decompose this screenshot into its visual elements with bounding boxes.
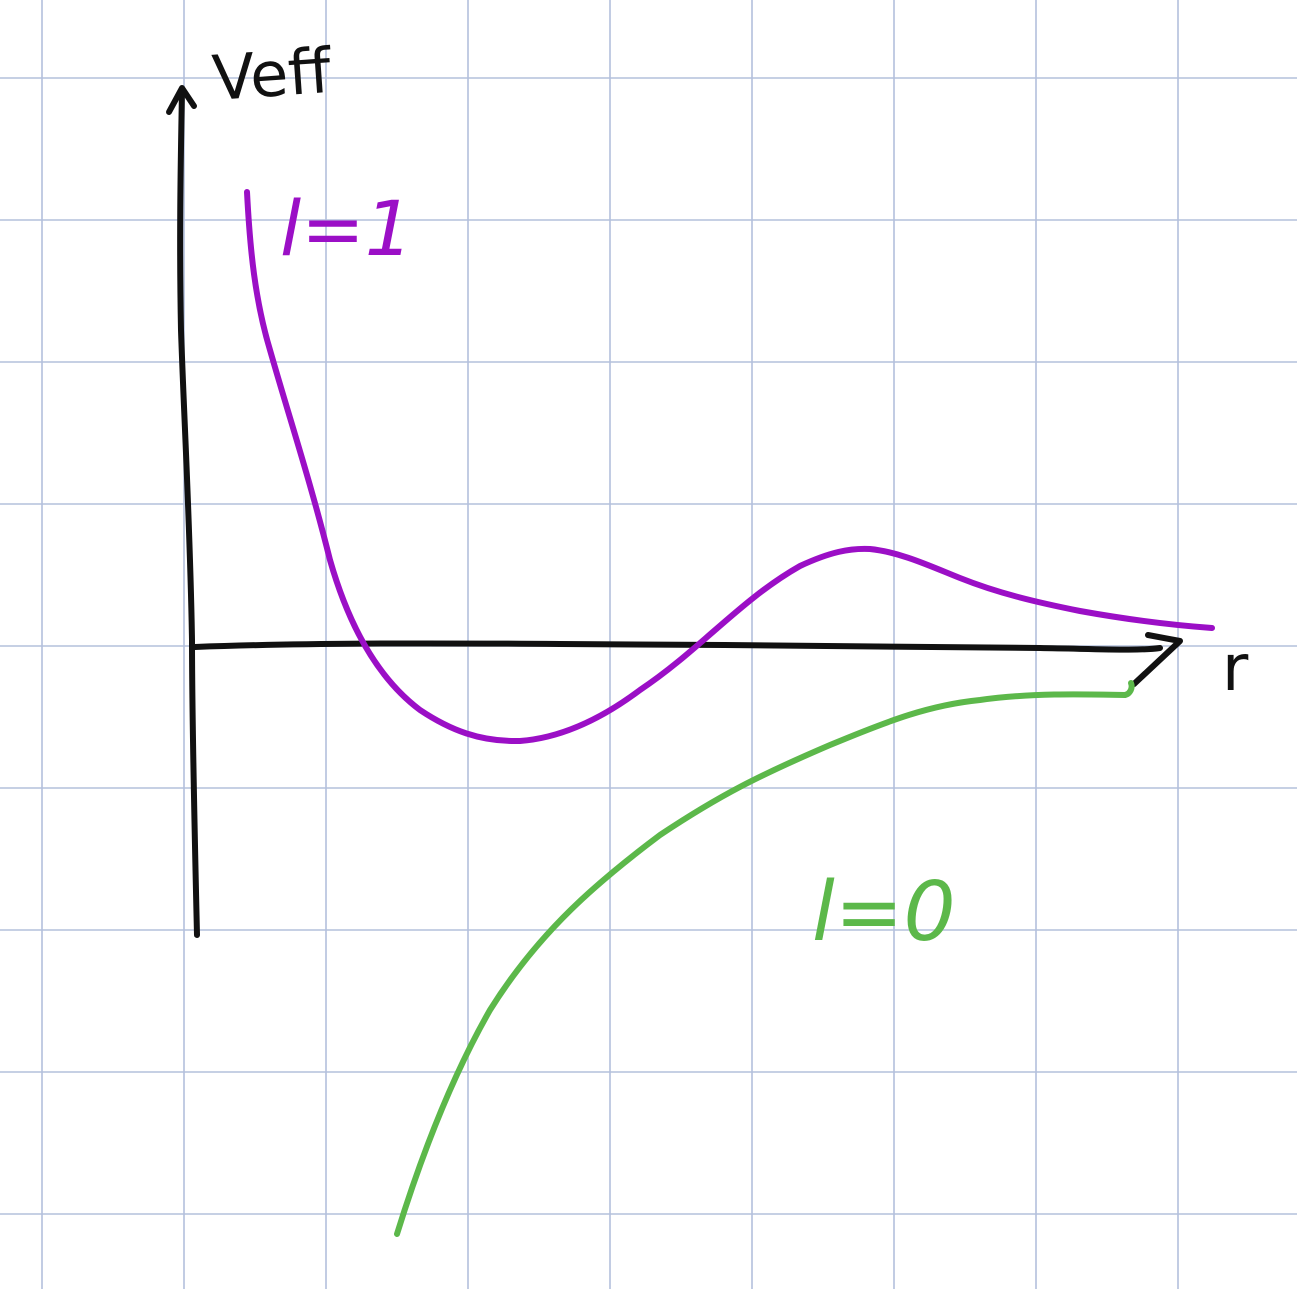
curve-l0-end-hook — [1122, 680, 1135, 698]
curve-label-l1: l=1 — [280, 184, 413, 273]
curve-l0 — [394, 691, 1128, 1237]
curve-l1 — [244, 189, 1215, 745]
x-axis-arrowhead — [1131, 632, 1183, 687]
x-axis — [192, 640, 1163, 653]
curve-label-l0: l=0 — [812, 865, 956, 960]
x-axis-label: r — [1222, 632, 1249, 706]
y-axis-arrowhead — [166, 85, 197, 115]
axes — [166, 85, 1183, 938]
y-axis-label: Veff — [210, 34, 335, 115]
y-axis — [177, 87, 200, 938]
